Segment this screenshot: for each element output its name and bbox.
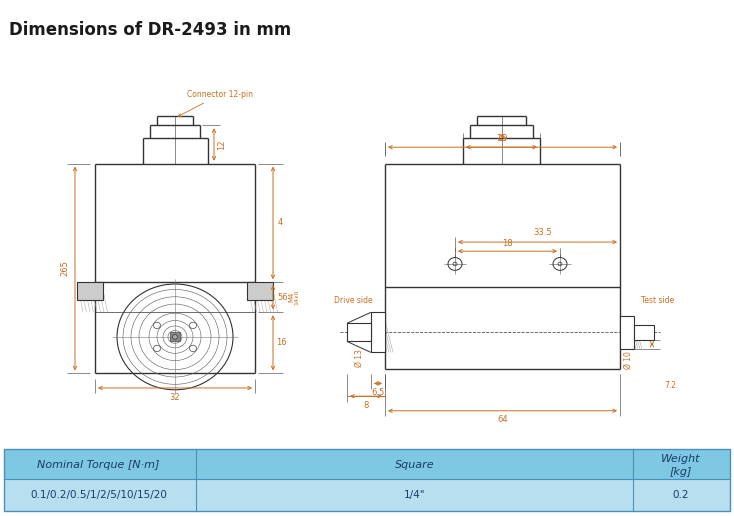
Text: 0.2: 0.2 [672,490,689,500]
Text: 49: 49 [497,134,508,142]
Text: Nominal Torque [N·m]: Nominal Torque [N·m] [37,460,160,470]
Bar [247,282,273,300]
Text: Ø 13: Ø 13 [355,349,363,367]
Text: Drive side: Drive side [334,296,372,305]
Text: Weight
[kg]: Weight [kg] [661,454,700,477]
Circle shape [189,322,197,329]
Text: Ø 10: Ø 10 [623,351,633,368]
Text: 32: 32 [170,393,181,401]
Bar [4,449,730,479]
Text: Square: Square [395,460,435,470]
Bar [371,312,385,352]
Text: 8: 8 [363,401,368,410]
Circle shape [153,345,161,351]
Text: 16: 16 [276,338,286,347]
Text: 7.2: 7.2 [664,381,676,390]
Text: 64: 64 [497,415,508,424]
Text: 33.5: 33.5 [533,229,552,237]
Text: 12: 12 [217,139,227,150]
Bar [4,479,730,511]
Text: 14x0: 14x0 [294,289,299,305]
Bar [170,332,180,342]
Circle shape [153,322,161,329]
Text: 265: 265 [60,261,70,277]
Text: Connector 12-pin: Connector 12-pin [178,90,253,116]
Text: Dimensions of DR-2493 in mm: Dimensions of DR-2493 in mm [9,21,291,39]
Text: Test side: Test side [642,296,675,305]
Text: 56: 56 [277,293,288,302]
Circle shape [189,345,197,351]
Text: M4: M4 [288,292,294,302]
Text: 0.1/0.2/0.5/1/2/5/10/15/20: 0.1/0.2/0.5/1/2/5/10/15/20 [30,490,167,500]
Circle shape [172,334,178,339]
Bar [634,325,654,340]
Text: 4: 4 [277,218,283,228]
Text: 6.5: 6.5 [371,388,385,397]
Bar [77,282,103,300]
Text: 1/4": 1/4" [404,490,425,500]
Circle shape [117,284,233,390]
Text: 18: 18 [502,239,513,248]
Bar [620,316,634,349]
Text: 15: 15 [496,134,506,142]
Bar [347,323,371,342]
